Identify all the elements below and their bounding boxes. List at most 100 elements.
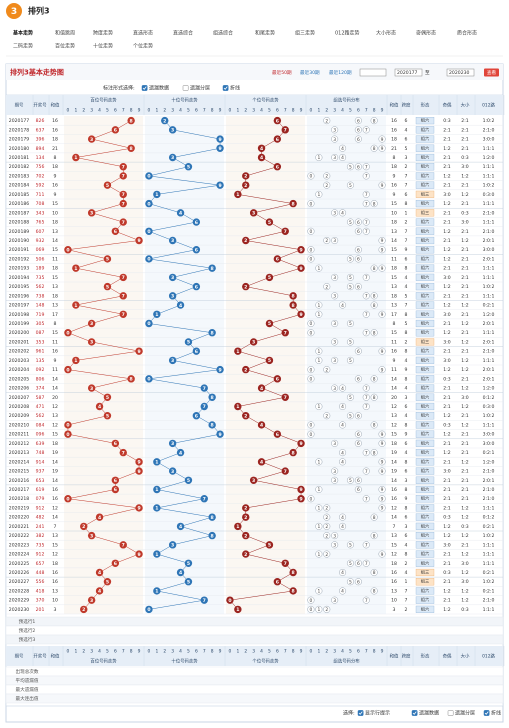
option-text[interactable]: 遗漏数据: [149, 85, 169, 92]
ball-digit: 7: [122, 192, 125, 198]
footer-checkbox[interactable]: [447, 710, 454, 716]
form-badge: [415, 578, 435, 586]
nav-tab[interactable]: 质合形态: [457, 30, 477, 37]
go-text[interactable]: 查看: [487, 69, 497, 76]
group-digit: 1: [317, 607, 320, 613]
group-digit: 2: [325, 284, 328, 290]
nav-tab[interactable]: 和值跳周: [55, 30, 75, 37]
nav-tab[interactable]: 大小形态: [376, 30, 396, 37]
sum-right: 15: [391, 247, 397, 253]
draw-number: 806: [36, 376, 45, 382]
period-select[interactable]: [359, 68, 387, 77]
group-digit-ring: [370, 264, 378, 272]
footer-option[interactable]: 折线: [491, 710, 501, 717]
group-digit: 6: [357, 229, 360, 235]
draw-number: 087: [36, 330, 45, 336]
ball: [161, 116, 169, 125]
ball-digit: 6: [195, 220, 198, 226]
draw-number: 607: [36, 229, 45, 235]
ball: [257, 144, 266, 152]
span: 4: [405, 413, 408, 419]
nav-tab[interactable]: 跨度走势: [93, 30, 113, 37]
odd-even: 1:2: [443, 173, 450, 179]
group-digit-ring: [346, 218, 355, 226]
option-checkbox[interactable]: [182, 85, 189, 91]
group-digit: 1: [317, 506, 320, 512]
group-digit-ring: [362, 449, 370, 457]
big-small: 3:0: [461, 561, 468, 567]
ball-digit: 8: [292, 570, 295, 576]
option-text[interactable]: 遗漏分层: [190, 85, 210, 92]
group-digit: 8: [373, 303, 376, 309]
option-checkbox[interactable]: [222, 85, 229, 91]
big-small: 2:1: [461, 127, 468, 133]
footer-checkbox[interactable]: [357, 710, 364, 716]
big-small: 2:1: [461, 432, 468, 438]
nav-tab[interactable]: 和尾走势: [255, 30, 275, 37]
nav-tab[interactable]: 奇偶形态: [416, 30, 436, 37]
nav-tab[interactable]: 012路走势: [335, 30, 360, 37]
route-012: 0:3:0: [483, 404, 495, 410]
go-button[interactable]: [484, 68, 499, 77]
big-small: 2:1: [461, 266, 468, 272]
nav-tab[interactable]: 十位走势: [93, 43, 113, 50]
sum-right: 16: [391, 118, 397, 124]
option-checkbox[interactable]: [141, 85, 148, 91]
ball: [119, 199, 127, 208]
digit-header: 7: [284, 649, 287, 655]
footer-option[interactable]: 遗漏数据: [419, 710, 439, 717]
nav-tab[interactable]: 百位走势: [55, 43, 75, 50]
nav-tab[interactable]: 个位走势: [133, 43, 153, 50]
nav-tab[interactable]: 直选综合: [173, 30, 193, 37]
check-mark: [223, 86, 228, 90]
ball-digit: 7: [284, 561, 287, 567]
ball-digit: 4: [179, 524, 182, 530]
ball-digit: 6: [276, 118, 279, 124]
span: 2: [405, 607, 408, 613]
recent-link[interactable]: 最近50期: [272, 69, 292, 76]
ball: [273, 375, 282, 383]
digit-header: 7: [284, 108, 287, 114]
ball: [145, 605, 153, 614]
draw-number: 637: [36, 127, 45, 133]
nav-tab[interactable]: 直选形态: [133, 30, 153, 37]
group-digit-ring: [315, 356, 323, 364]
nav-tab[interactable]: 二码走势: [13, 43, 33, 50]
sum: 14: [52, 478, 58, 484]
issue: 2020202: [9, 349, 30, 355]
to-value: 2020230: [449, 70, 470, 76]
group-digit-ring: [354, 375, 362, 383]
group-digit-ring: [331, 384, 339, 392]
group-digit: 3: [333, 294, 336, 300]
ball-digit: 4: [179, 450, 182, 456]
nav-tab[interactable]: 组三走势: [295, 30, 315, 37]
group-digit: 0: [310, 247, 313, 253]
footer-option[interactable]: 显示行提示: [365, 710, 390, 717]
recent-link[interactable]: 最近120期: [329, 69, 352, 76]
group-digit-ring: [346, 541, 355, 549]
ball-digit: 7: [122, 201, 125, 207]
from-input[interactable]: [394, 68, 423, 77]
group-digit-ring: [378, 439, 386, 447]
big-small: 2:1: [461, 487, 468, 493]
nav-tab[interactable]: 基本走势: [12, 30, 33, 37]
ball-digit: 1: [74, 155, 77, 161]
group-digit-ring: [315, 153, 323, 162]
footer-checkbox[interactable]: [483, 710, 490, 716]
group-digit-ring: [315, 190, 323, 198]
route-012: 0:2:1: [483, 570, 495, 576]
form-badge: [415, 209, 435, 217]
group-digit-ring: [362, 126, 370, 134]
recent-link[interactable]: 最近30期: [300, 69, 320, 76]
footer-option[interactable]: 遗漏分层: [455, 710, 475, 717]
ball-digit: 6: [195, 413, 198, 419]
nav-tab[interactable]: 组选综合: [213, 30, 233, 37]
option-text[interactable]: 折线: [230, 85, 240, 92]
draw-number: 084: [36, 422, 45, 428]
footer-checkbox[interactable]: [411, 710, 418, 716]
form: 组六: [421, 458, 429, 465]
column-header: 个位号码走势: [252, 97, 279, 104]
to-input[interactable]: [446, 68, 475, 77]
digit-header: 0: [229, 649, 232, 655]
